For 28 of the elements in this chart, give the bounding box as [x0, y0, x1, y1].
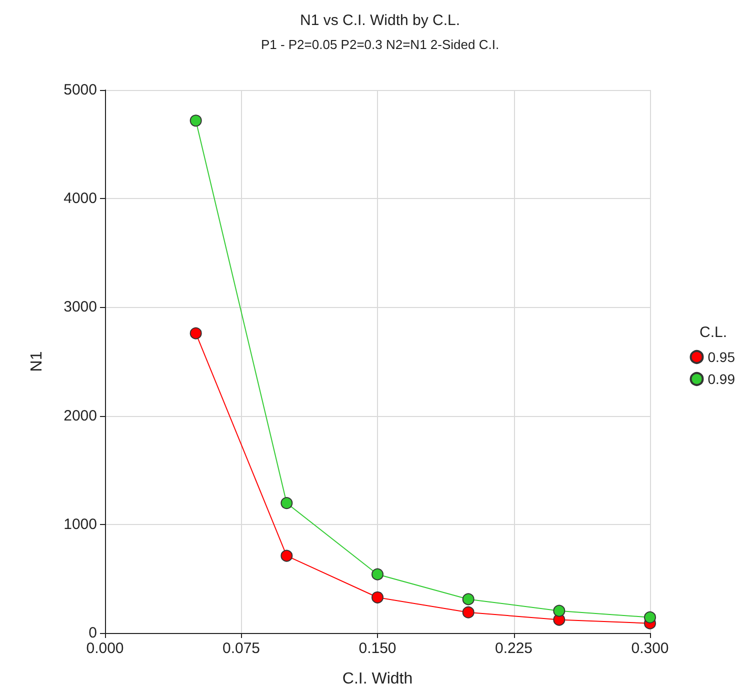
point [372, 568, 384, 580]
x-tick-label: 0.225 [494, 640, 533, 657]
y-tick-label: 0 [88, 624, 97, 642]
y-tick-label: 1000 [64, 516, 97, 533]
legend-title: C.L. [699, 324, 728, 341]
point [190, 327, 202, 340]
chart-title: N1 vs C.I. Width by C.L. [300, 12, 460, 29]
point [462, 606, 474, 618]
x-tick-label: 0.000 [86, 640, 124, 657]
point [280, 497, 293, 510]
y-tick-label: 3000 [64, 298, 97, 316]
x-tick-label: 0.300 [631, 640, 669, 657]
point [280, 550, 293, 562]
point [462, 593, 474, 606]
y-tick-label: 2000 [64, 407, 97, 424]
x-tick-label: 0.150 [358, 640, 396, 657]
point [553, 604, 566, 617]
point [644, 611, 656, 624]
point [190, 114, 202, 127]
y-tick-label: 4000 [64, 190, 97, 208]
x-axis-title: C.I. Width [342, 670, 413, 688]
y-tick-label: 5000 [64, 82, 97, 98]
legend-label: 0.95 [708, 349, 736, 365]
legend-label: 0.99 [708, 371, 736, 387]
x-tick-label: 0.075 [222, 640, 260, 657]
chart-subtitle: P1 - P2=0.05 P2=0.3 N2=N1 2-Sided C.I. [260, 37, 500, 52]
y-axis-title: N1 [28, 351, 46, 372]
point [372, 591, 384, 604]
